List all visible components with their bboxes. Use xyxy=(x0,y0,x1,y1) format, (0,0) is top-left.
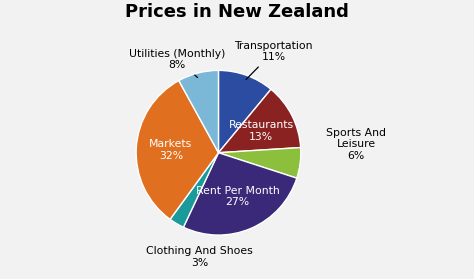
Text: Markets
32%: Markets 32% xyxy=(149,139,192,160)
Wedge shape xyxy=(219,70,271,153)
Wedge shape xyxy=(179,70,219,153)
Text: Rent Per Month
27%: Rent Per Month 27% xyxy=(196,186,279,207)
Text: Clothing And Shoes
3%: Clothing And Shoes 3% xyxy=(146,246,253,268)
Wedge shape xyxy=(219,89,301,153)
Wedge shape xyxy=(183,153,297,235)
Wedge shape xyxy=(136,81,219,219)
Title: Prices in New Zealand: Prices in New Zealand xyxy=(125,3,349,21)
Wedge shape xyxy=(219,148,301,178)
Text: Sports And
Leisure
6%: Sports And Leisure 6% xyxy=(326,128,386,161)
Text: Transportation
11%: Transportation 11% xyxy=(234,41,313,80)
Text: Restaurants
13%: Restaurants 13% xyxy=(228,120,293,142)
Text: Utilities (Monthly)
8%: Utilities (Monthly) 8% xyxy=(129,49,226,78)
Wedge shape xyxy=(170,153,219,227)
